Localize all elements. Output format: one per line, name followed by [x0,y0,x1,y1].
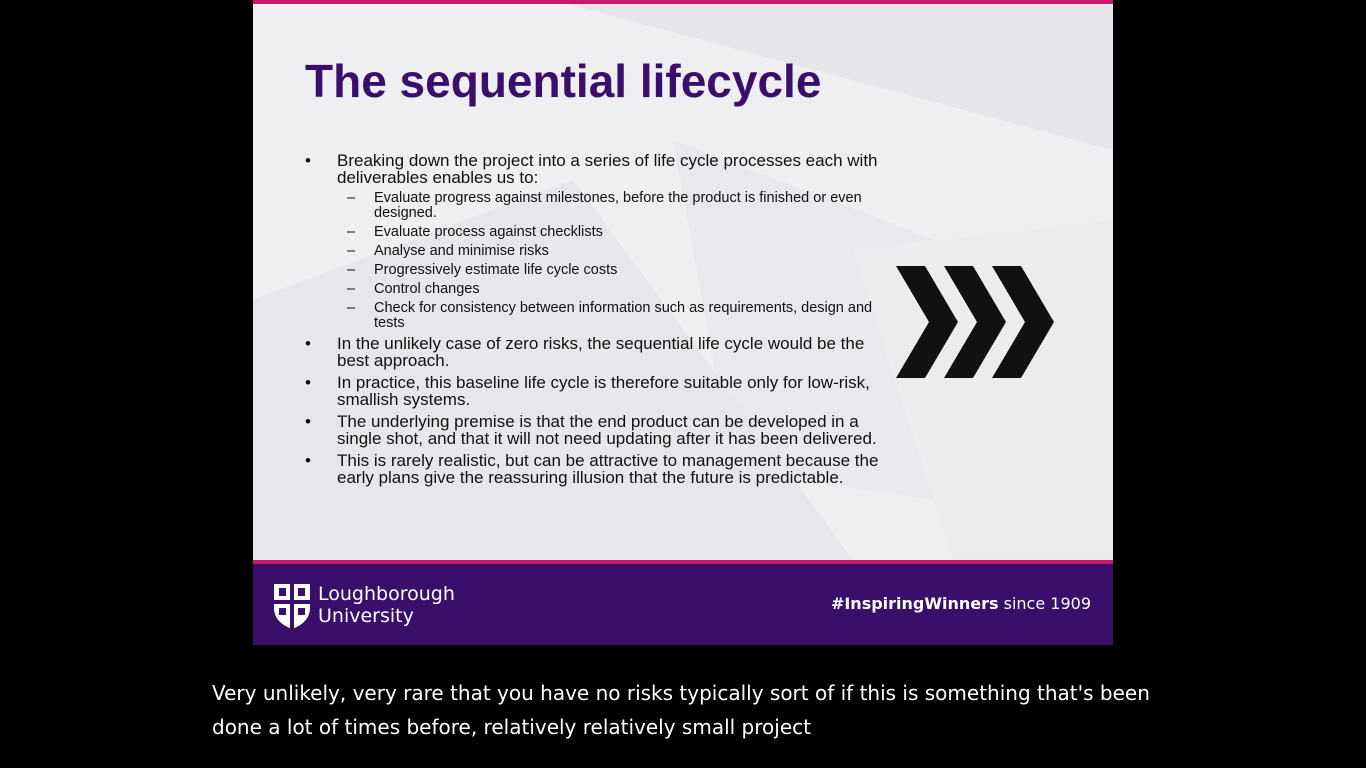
caption-line: Very unlikely, very rare that you have n… [212,681,1150,705]
caption-line: done a lot of times before, relatively r… [212,715,811,739]
dash-marker: – [347,243,356,259]
dash-marker: – [347,281,356,297]
university-name-line2: University [318,605,414,627]
sub-bullet-item: – Analyse and minimise risks [305,244,885,259]
sub-bullet-item: – Control changes [305,282,885,297]
sub-bullet-list: – Evaluate progress against milestones, … [305,191,885,331]
bullet-list: • Breaking down the project into a serie… [305,152,885,491]
video-caption: Very unlikely, very rare that you have n… [212,676,1172,744]
bullet-marker: • [305,451,311,470]
bullet-marker: • [305,151,311,170]
triple-chevron-right-icon [896,266,1054,378]
bullet-item: • The underlying premise is that the end… [305,413,885,447]
bullet-marker: • [305,412,311,431]
bullet-item: • Breaking down the project into a serie… [305,152,885,186]
slide-footer: Loughborough University #InspiringWinner… [253,564,1113,645]
sub-bullet-text: Analyse and minimise risks [374,243,549,259]
university-name-line1: Loughborough [318,583,455,605]
sub-bullet-text: Evaluate progress against milestones, be… [374,190,862,221]
bullet-item: • This is rarely realistic, but can be a… [305,452,885,486]
sub-bullet-text: Check for consistency between informatio… [374,300,873,331]
sub-bullet-item: – Progressively estimate life cycle cost… [305,263,885,278]
bullet-text: In the unlikely case of zero risks, the … [337,334,865,370]
bullet-text: The underlying premise is that the end p… [337,412,877,448]
sub-bullet-text: Control changes [374,281,480,297]
top-accent-line [253,0,1113,4]
bullet-marker: • [305,334,311,353]
bullet-text: This is rarely realistic, but can be att… [337,451,879,487]
dash-marker: – [347,300,356,316]
university-name: Loughborough University [318,583,455,627]
bullet-item: • In the unlikely case of zero risks, th… [305,335,885,369]
footer-accent-line [253,560,1113,564]
university-crest-icon [274,584,310,629]
slide-title: The sequential lifecycle [305,55,822,107]
since-text: since 1909 [998,594,1091,613]
sub-bullet-text: Progressively estimate life cycle costs [374,262,618,278]
dash-marker: – [347,190,356,206]
bullet-text: In practice, this baseline life cycle is… [337,373,870,409]
bullet-text: Breaking down the project into a series … [337,151,878,187]
sub-bullet-text: Evaluate process against checklists [374,224,603,240]
footer-tagline: #InspiringWinners since 1909 [831,594,1091,614]
bullet-item: • In practice, this baseline life cycle … [305,374,885,408]
sub-bullet-item: – Evaluate progress against milestones, … [305,191,885,221]
dash-marker: – [347,262,356,278]
presentation-slide: The sequential lifecycle • Breaking down… [253,0,1113,645]
hashtag-text: #InspiringWinners [830,594,999,613]
dash-marker: – [347,224,356,240]
sub-bullet-item: – Check for consistency between informat… [305,301,885,331]
sub-bullet-item: – Evaluate process against checklists [305,225,885,240]
bullet-marker: • [305,373,311,392]
